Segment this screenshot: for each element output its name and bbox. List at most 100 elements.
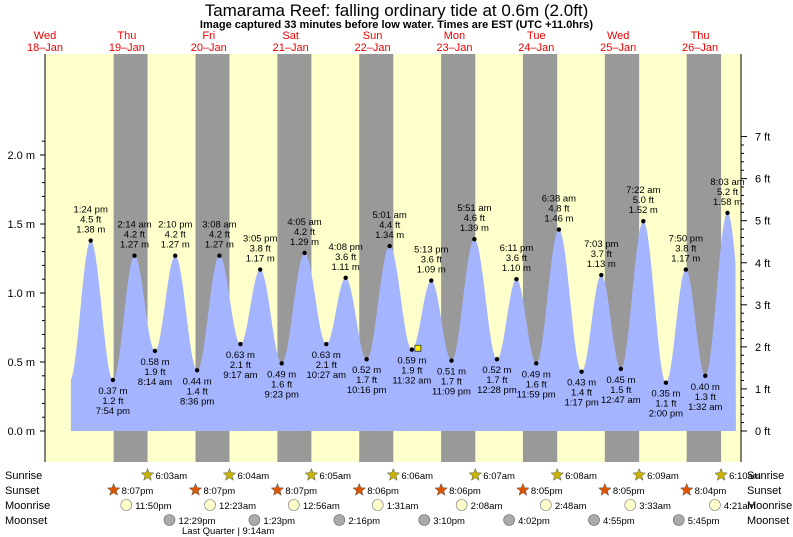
extreme-point: [302, 250, 307, 256]
sunrise-time: 6:07am: [483, 471, 515, 482]
sunrise-time: 6:04am: [237, 471, 269, 482]
row-label-sunset-left: Sunset: [5, 485, 39, 497]
sunrise-time: 6:03am: [156, 471, 188, 482]
extreme-m-label: 1.34 m: [375, 230, 404, 241]
extreme-time-label: 1:32 am: [688, 402, 722, 413]
y-tick-label-ft: 3 ft: [755, 300, 770, 312]
extreme-m-label: 1.39 m: [460, 223, 489, 234]
extreme-m-label: 0.63 m: [226, 350, 255, 361]
extreme-time-label: 2:00 pm: [649, 409, 683, 420]
row-label-sunset-right: Sunset: [747, 485, 781, 497]
moonrise-icon: [624, 499, 637, 511]
extreme-ft-label: 1.3 ft: [695, 392, 716, 403]
moonrise-time: 2:08am: [471, 501, 503, 512]
extreme-time-label: 12:47 am: [601, 395, 641, 406]
extreme-time-label: 10:27 am: [306, 370, 346, 381]
extreme-ft-label: 2.1 ft: [316, 360, 337, 371]
extreme-m-label: 0.44 m: [183, 376, 212, 387]
y-tick-label-ft: 6 ft: [755, 174, 770, 186]
moonset-icon: [163, 514, 176, 526]
sunrise-time: 6:06am: [401, 471, 433, 482]
day-weekday-label: Mon: [444, 30, 465, 42]
moonrise-icon: [204, 499, 216, 511]
extreme-m-label: 0.59 m: [397, 356, 426, 367]
extreme-ft-label: 1.9 ft: [144, 367, 165, 378]
y-tick-label-m: 1.5 m: [7, 219, 35, 231]
extreme-m-label: 0.49 m: [267, 369, 296, 380]
row-label-moonset-right: Moonset: [747, 515, 789, 527]
sunrise-icon: [632, 467, 646, 481]
moonset-icon: [248, 514, 261, 526]
sunset-time: 8:04pm: [695, 486, 727, 497]
sunset-icon: [679, 482, 694, 496]
day-weekday-label: Wed: [607, 30, 629, 42]
extreme-ft-label: 1.9 ft: [401, 366, 422, 377]
y-tick-label-ft: 7 ft: [755, 132, 770, 144]
day-date-label: 24–Jan: [518, 42, 554, 54]
extreme-point: [663, 380, 669, 385]
extreme-m-label: 1.27 m: [120, 240, 149, 251]
extreme-ft-label: 3.6 ft: [421, 255, 442, 266]
extreme-point: [534, 361, 539, 366]
day-date-label: 19–Jan: [109, 42, 145, 54]
extreme-time-label: 6:11 pm: [500, 243, 534, 254]
moonset-icon: [588, 514, 600, 526]
sunset-time: 8:05pm: [531, 486, 563, 497]
extreme-time-label: 5:01 am: [372, 210, 406, 221]
y-tick-label-ft: 5 ft: [755, 216, 770, 228]
extreme-ft-label: 5.2 ft: [717, 187, 738, 198]
current-tide-marker: [414, 344, 422, 352]
extreme-point: [88, 238, 93, 243]
extreme-point: [364, 357, 369, 362]
extreme-point: [132, 253, 137, 258]
extreme-m-label: 0.43 m: [567, 378, 596, 389]
extreme-time-label: 7:54 pm: [96, 406, 130, 417]
extreme-m-label: 1.58 m: [713, 197, 742, 208]
extreme-time-label: 2:10 pm: [158, 220, 192, 231]
extreme-ft-label: 4.2 ft: [209, 230, 230, 241]
day-date-label: 26–Jan: [682, 42, 718, 54]
y-tick-label-ft: 1 ft: [755, 384, 770, 396]
extreme-point: [343, 275, 348, 281]
row-label-moonrise-right: Moonrise: [747, 500, 792, 512]
extreme-time-label: 6:38 am: [542, 194, 576, 205]
moonrise-icon: [371, 499, 384, 511]
extreme-m-label: 1.09 m: [417, 265, 446, 276]
extreme-ft-label: 1.4 ft: [187, 386, 208, 397]
extreme-time-label: 1:17 pm: [564, 398, 598, 409]
extreme-ft-label: 3.8 ft: [250, 244, 271, 255]
extreme-point: [173, 253, 178, 258]
extreme-ft-label: 1.1 ft: [655, 399, 676, 410]
extreme-time-label: 11:09 pm: [432, 387, 471, 398]
tide-curve-layer: [70, 213, 736, 431]
extreme-time-label: 9:17 am: [223, 370, 257, 381]
extreme-annotations: 1:24 pm4.5 ft1.38 m 0.37 m1.2 ft7:54 pm 2:…: [74, 177, 745, 420]
moonrise-icon: [455, 499, 468, 511]
extreme-m-label: 1.10 m: [502, 263, 531, 274]
extreme-time-label: 4:05 am: [287, 217, 321, 228]
extreme-ft-label: 3.7 ft: [591, 249, 612, 260]
extreme-point: [409, 347, 415, 352]
day-weekday-label: Thu: [117, 30, 136, 42]
sunset-icon: [106, 482, 121, 496]
chart-title: Tamarama Reef: falling ordinary tide at …: [204, 1, 589, 20]
y-tick-label-m: 0.5 m: [7, 357, 35, 369]
extreme-ft-label: 5.0 ft: [633, 195, 654, 206]
extreme-m-label: 1.38 m: [76, 225, 105, 236]
extreme-ft-label: 1.7 ft: [356, 375, 377, 386]
extreme-m-label: 0.63 m: [312, 350, 341, 361]
chart-subtitle: Image captured 33 minutes before low wat…: [199, 19, 594, 31]
sunset-icon: [516, 482, 530, 496]
moonset-time: 5:45pm: [688, 516, 720, 527]
extreme-ft-label: 2.1 ft: [230, 360, 251, 371]
sunset-icon: [188, 482, 203, 496]
extreme-ft-label: 3.8 ft: [675, 244, 696, 255]
extreme-ft-label: 1.5 ft: [610, 385, 631, 396]
extreme-point: [152, 348, 158, 354]
moonset-time: 2:16pm: [348, 516, 380, 527]
extreme-time-label: 8:36 pm: [180, 396, 214, 407]
extreme-ft-label: 1.4 ft: [571, 388, 592, 399]
day-weekday-label: Sun: [363, 30, 383, 42]
extreme-ft-label: 1.2 ft: [102, 396, 123, 407]
y-tick-label-m: 2.0 m: [7, 150, 35, 162]
